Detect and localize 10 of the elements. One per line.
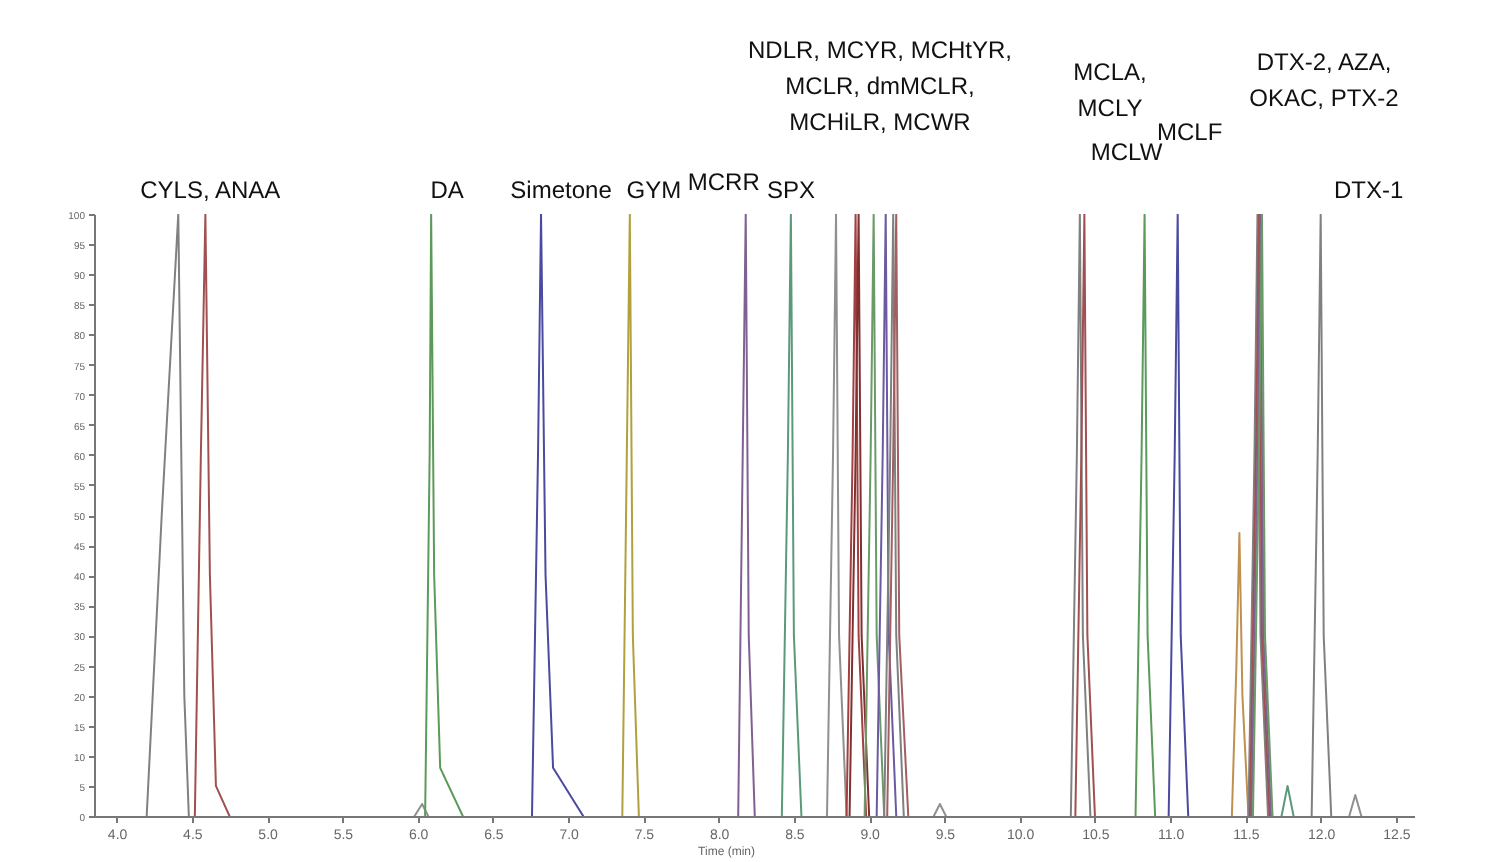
annotation: Simetone bbox=[510, 176, 613, 204]
text: MCLA, MCLY bbox=[1073, 58, 1147, 122]
annotation: GYM bbox=[626, 176, 682, 204]
text: DTX-2, AZA, OKAC, PTX-2 bbox=[1249, 48, 1400, 112]
text: NDLR, MCYR, MCHtYR, MCLR, dmMCLR, MCHiLR, MCWR bbox=[747, 36, 1013, 136]
annotation: MCRR bbox=[687, 168, 761, 196]
annotation: DTX-1 bbox=[1334, 176, 1404, 204]
annotation: CYLS, ANAA bbox=[140, 176, 281, 204]
annotation: SPX bbox=[766, 176, 815, 204]
annotation: DA bbox=[430, 176, 464, 204]
